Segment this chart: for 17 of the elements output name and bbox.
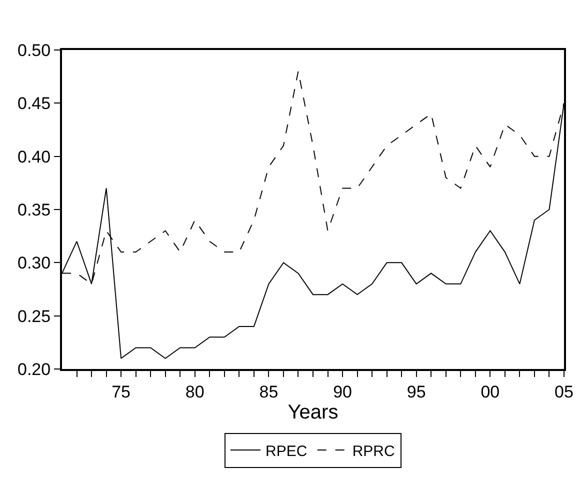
y-tick-label: 0.40 [18,147,51,166]
x-tick-label: 90 [333,382,352,402]
x-tick-label: 95 [406,382,426,402]
legend-label: RPEC [266,442,308,460]
y-tick-label: 0.45 [18,94,51,114]
x-tick-label: 00 [480,382,500,402]
x-tick-label: 75 [112,382,131,402]
x-tick-label: 05 [554,382,574,402]
x-axis-title: Years [288,401,338,424]
y-tick-label: 0.50 [18,40,51,60]
legend-label: RPRC [352,442,396,460]
x-tick-label: 85 [259,382,278,402]
y-tick-label: 0.30 [18,254,51,273]
y-tick-label: 0.25 [18,306,51,326]
y-tick-label: 0.35 [18,200,51,220]
y-tick-label: 0.20 [18,360,51,379]
x-tick-label: 80 [185,382,204,402]
